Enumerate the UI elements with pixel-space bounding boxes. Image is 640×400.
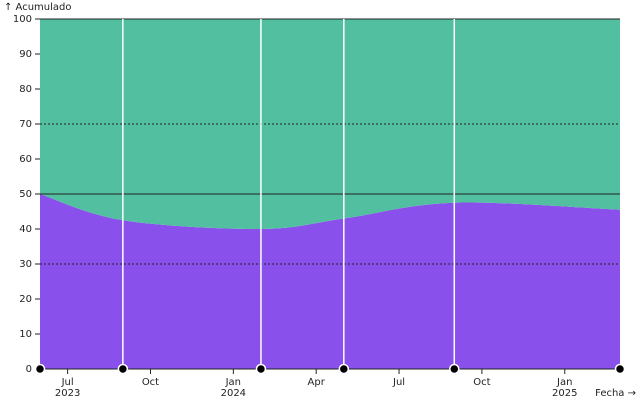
y-axis-label: ↑ Acumulado [4, 2, 72, 13]
x-tick-label: Oct [142, 377, 159, 388]
y-tick-label: 20 [19, 294, 32, 305]
x-tick-label: Jan 2025 [552, 377, 577, 399]
point-marker [255, 363, 267, 375]
y-tick-label: 70 [19, 119, 32, 130]
x-axis-label: Fecha → [595, 388, 636, 399]
point-marker [117, 363, 129, 375]
y-tick-label: 10 [19, 329, 32, 340]
y-tick-label: 80 [19, 84, 32, 95]
y-tick-label: 100 [13, 14, 32, 25]
area [40, 194, 620, 369]
x-tick-label: Jul [392, 377, 405, 388]
x-tick-label: Oct [473, 377, 490, 388]
point-marker [614, 363, 626, 375]
y-tick-label: 30 [19, 259, 32, 270]
y-tick-label: 40 [19, 224, 32, 235]
point-marker [338, 363, 350, 375]
x-tick-label: Jan 2024 [221, 377, 246, 399]
x-tick-label: Apr [308, 377, 326, 388]
point-marker [449, 363, 460, 375]
x-tick-label: Jul 2023 [55, 377, 80, 399]
y-tick-label: 60 [19, 154, 32, 165]
y-tick-label: 90 [19, 49, 32, 60]
y-tick-label: 50 [19, 189, 32, 200]
y-tick-label: 0 [26, 364, 32, 375]
point-marker [34, 363, 46, 375]
